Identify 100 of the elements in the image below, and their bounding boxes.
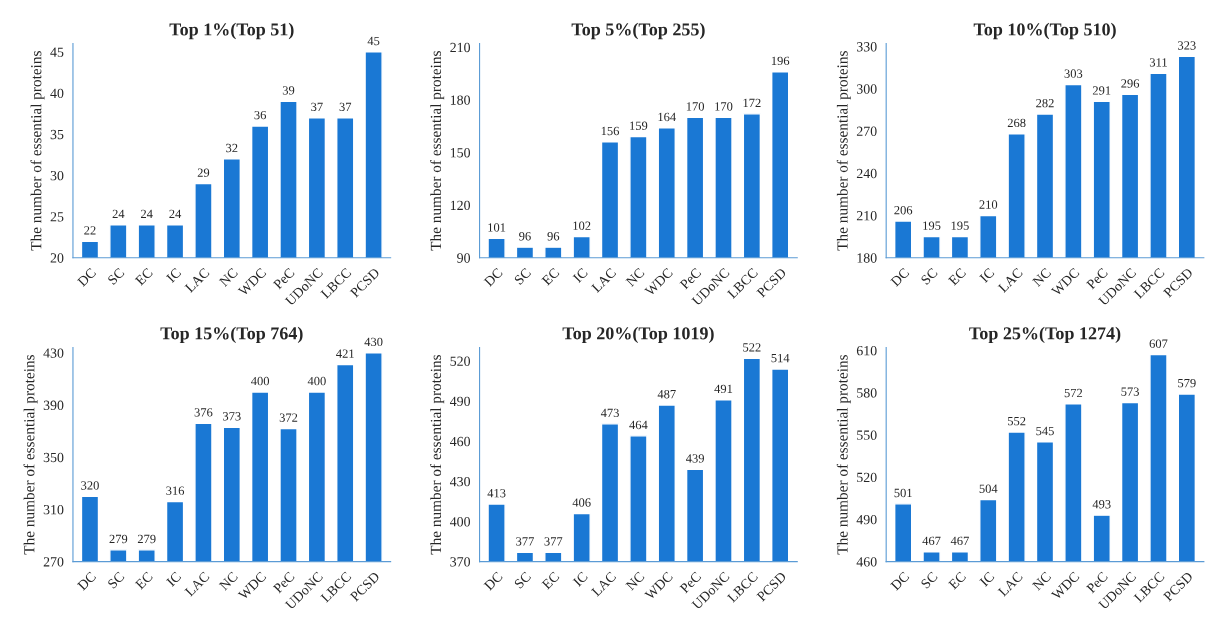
data-label: 296 xyxy=(1121,79,1140,88)
data-label: 579 xyxy=(1178,378,1196,388)
y-axis-title: The number of essential proteins xyxy=(430,51,445,251)
data-label: 210 xyxy=(979,200,998,209)
data-label: 24 xyxy=(169,209,182,218)
x-tick-label: NC xyxy=(625,571,645,591)
data-label: 372 xyxy=(279,413,298,422)
y-axis-title: The number of essential proteins xyxy=(30,51,45,251)
y-tick-label: 490 xyxy=(449,396,471,407)
data-label: 268 xyxy=(1007,118,1026,128)
data-label: 573 xyxy=(1121,387,1139,396)
data-label: 279 xyxy=(109,534,128,544)
x-tick-label: IC xyxy=(979,571,995,588)
y-tick-label: 330 xyxy=(856,42,877,52)
data-label: 400 xyxy=(307,376,326,386)
y-tick-label: 580 xyxy=(857,388,877,398)
x-tick-label: SC xyxy=(920,267,938,285)
chart-title: Top 5%(Top 255) xyxy=(571,22,705,40)
data-label: 320 xyxy=(81,481,99,490)
y-tick-label: 460 xyxy=(449,436,471,447)
x-tick-label: DC xyxy=(890,267,910,287)
chart-title: Top 1%(Top 51) xyxy=(169,22,294,40)
data-label: 195 xyxy=(923,221,941,230)
x-tick-label: NC xyxy=(1031,267,1052,287)
data-label: 421 xyxy=(336,349,354,358)
x-tick-label: DC xyxy=(483,571,503,591)
y-tick-label: 490 xyxy=(856,514,877,525)
data-label: 96 xyxy=(519,232,531,241)
data-label: 279 xyxy=(137,534,156,544)
data-label: 196 xyxy=(771,56,790,66)
x-tick-label: IC xyxy=(572,267,589,284)
data-label: 487 xyxy=(657,389,676,399)
data-label: 323 xyxy=(1178,41,1196,50)
y-tick-label: 45 xyxy=(50,47,64,57)
data-label: 373 xyxy=(223,412,241,421)
chart-title: Top 25%(Top 1274) xyxy=(969,326,1121,344)
chart-title: Top 15%(Top 764) xyxy=(160,326,303,344)
data-label: 430 xyxy=(364,337,383,347)
y-tick-label: 520 xyxy=(857,472,877,483)
x-tick-label: IC xyxy=(165,571,182,588)
data-label: 552 xyxy=(1008,416,1026,426)
y-tick-label: 520 xyxy=(450,356,471,366)
y-tick-label: 120 xyxy=(450,200,471,211)
y-tick-label: 550 xyxy=(857,430,877,440)
y-tick-label: 270 xyxy=(856,126,877,136)
x-tick-label: DC xyxy=(890,571,910,591)
data-label: 493 xyxy=(1092,500,1111,509)
data-label: 501 xyxy=(894,488,912,498)
y-tick-label: 370 xyxy=(450,557,471,567)
y-tick-label: 400 xyxy=(449,517,471,527)
data-label: 607 xyxy=(1149,339,1168,348)
x-tick-label: EC xyxy=(947,267,967,286)
x-tick-label: NC xyxy=(1031,571,1052,591)
data-label: 376 xyxy=(194,408,213,417)
data-label: 291 xyxy=(1092,86,1111,95)
y-tick-label: 610 xyxy=(856,345,877,356)
x-tick-label: IC xyxy=(572,571,589,588)
data-label: 439 xyxy=(685,454,704,463)
data-label: 377 xyxy=(544,537,563,546)
x-tick-label: SC xyxy=(513,267,532,285)
y-tick-label: 210 xyxy=(856,211,877,221)
y-tick-label: 180 xyxy=(857,253,877,263)
data-label: 467 xyxy=(950,536,969,546)
x-tick-label: NC xyxy=(625,267,645,287)
data-label: 164 xyxy=(658,112,676,122)
x-tick-label: DC xyxy=(76,267,97,287)
x-tick-label: DC xyxy=(76,571,97,591)
data-label: 24 xyxy=(141,209,153,218)
data-label: 101 xyxy=(488,223,506,232)
x-tick-label: NC xyxy=(218,267,239,287)
data-label: 377 xyxy=(516,537,534,546)
data-label: 102 xyxy=(573,221,591,230)
data-label: 504 xyxy=(979,484,998,493)
x-tick-label: SC xyxy=(920,571,938,589)
data-label: 37 xyxy=(311,102,323,112)
data-label: 545 xyxy=(1036,426,1054,436)
data-label: 473 xyxy=(600,408,619,418)
y-tick-label: 430 xyxy=(43,348,64,358)
data-label: 400 xyxy=(251,376,270,386)
data-label: 195 xyxy=(951,221,969,230)
chart-title: Top 10%(Top 510) xyxy=(973,22,1116,40)
y-axis-title: The number of essential proteins xyxy=(836,355,851,555)
data-label: 311 xyxy=(1149,58,1167,67)
data-label: 170 xyxy=(686,102,705,111)
y-tick-label: 310 xyxy=(43,504,64,515)
data-label: 572 xyxy=(1064,388,1083,398)
data-label: 24 xyxy=(112,209,125,218)
data-label: 522 xyxy=(743,343,761,352)
data-label: 303 xyxy=(1064,69,1083,78)
data-label: 37 xyxy=(339,102,352,112)
y-tick-label: 430 xyxy=(449,476,471,487)
y-tick-label: 460 xyxy=(856,557,877,567)
data-label: 159 xyxy=(630,121,648,130)
y-tick-label: 25 xyxy=(50,212,64,222)
x-tick-label: SC xyxy=(107,267,125,285)
x-tick-label: EC xyxy=(947,571,967,590)
data-label: 22 xyxy=(84,226,96,235)
x-tick-label: SC xyxy=(513,571,532,589)
data-label: 39 xyxy=(282,86,295,95)
y-axis-title: The number of essential proteins xyxy=(430,355,445,555)
